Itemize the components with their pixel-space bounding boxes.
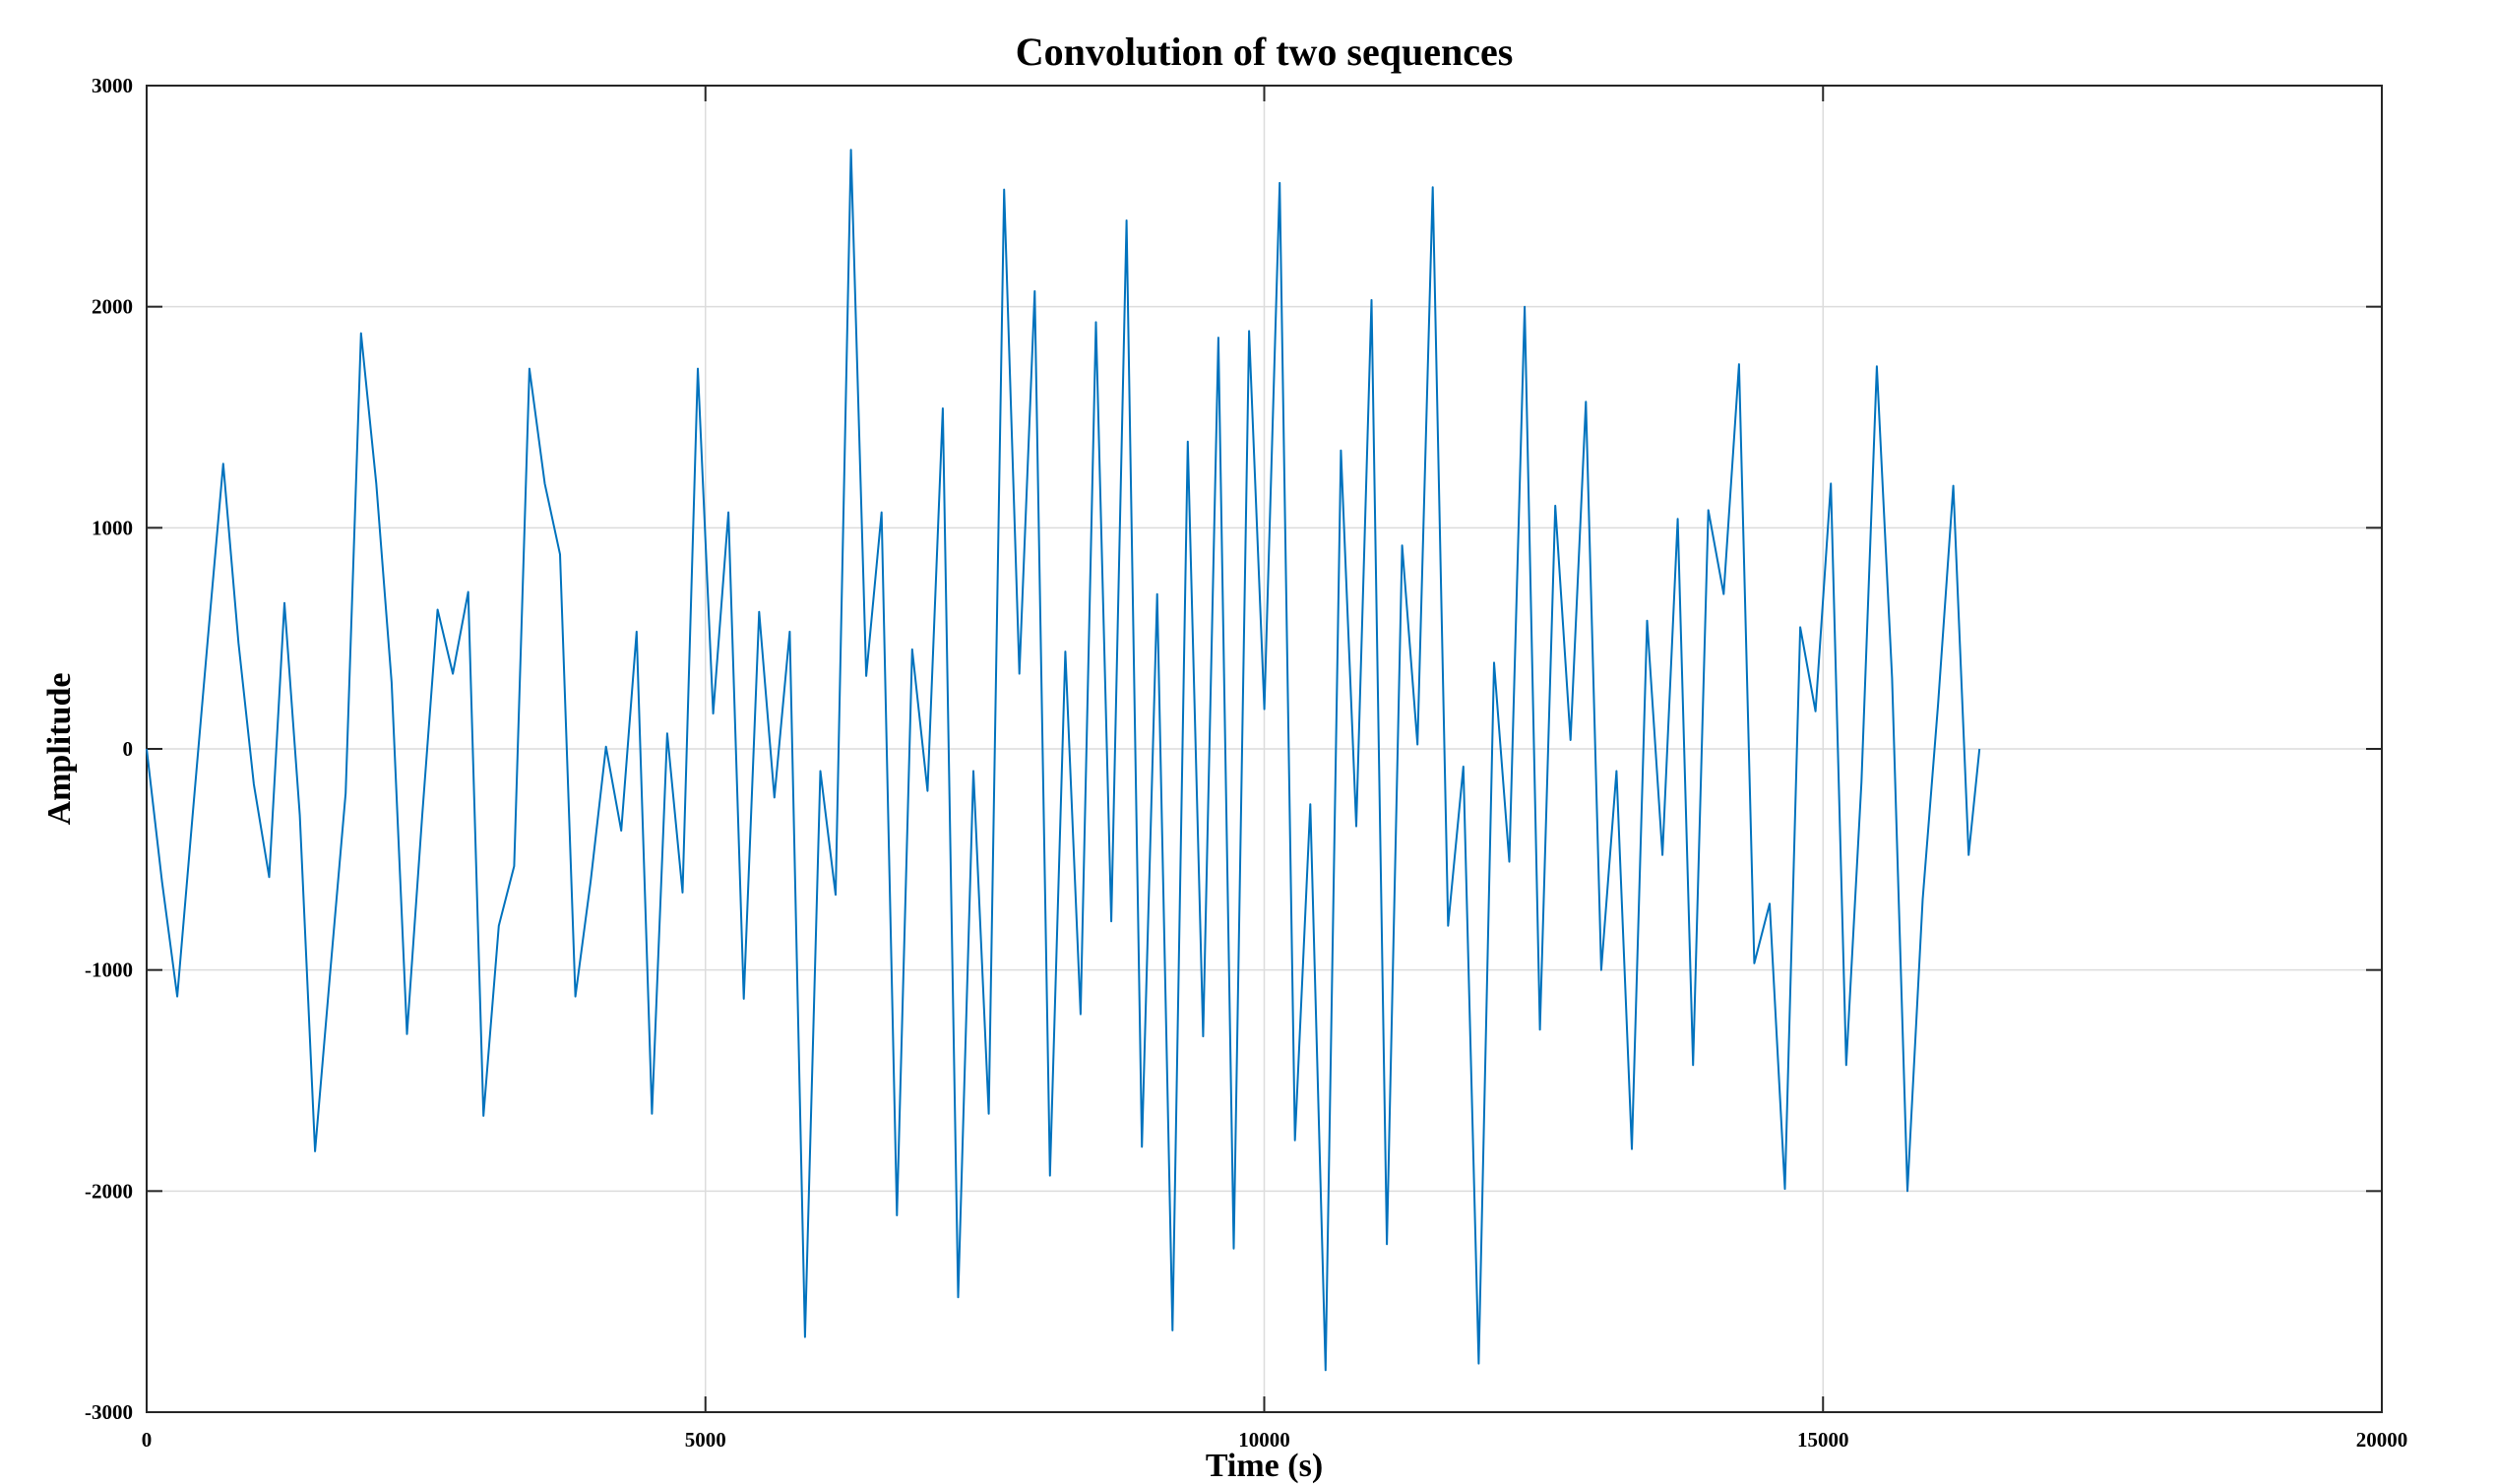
x-tick-label: 10000 — [1238, 1428, 1290, 1452]
y-tick-label: -2000 — [85, 1179, 133, 1203]
y-axis-label: Amplitude — [41, 673, 78, 826]
tick-labels: 0 5000 10000 15000 20000 -3000 -2000 -1000 0 1000… — [85, 74, 2407, 1452]
y-tick-label: -3000 — [85, 1400, 133, 1424]
y-tick-label: -1000 — [85, 958, 133, 982]
series-layer — [146, 149, 1981, 1372]
x-tick-label: 0 — [142, 1428, 153, 1452]
x-tick-label: 20000 — [2356, 1428, 2408, 1452]
series-line — [146, 149, 1981, 1372]
y-tick-label: 2000 — [92, 295, 133, 319]
y-tick-label: 0 — [123, 737, 134, 761]
grid-lines — [147, 86, 2382, 1412]
chart-title: Convolution of two sequences — [1016, 30, 1514, 74]
x-tick-label: 15000 — [1797, 1428, 1849, 1452]
y-tick-label: 1000 — [92, 516, 133, 539]
axis-ticks — [146, 85, 2383, 1413]
x-tick-label: 5000 — [685, 1428, 726, 1452]
y-tick-label: 3000 — [92, 74, 133, 97]
x-axis-label: Time (s) — [1206, 1448, 1323, 1484]
